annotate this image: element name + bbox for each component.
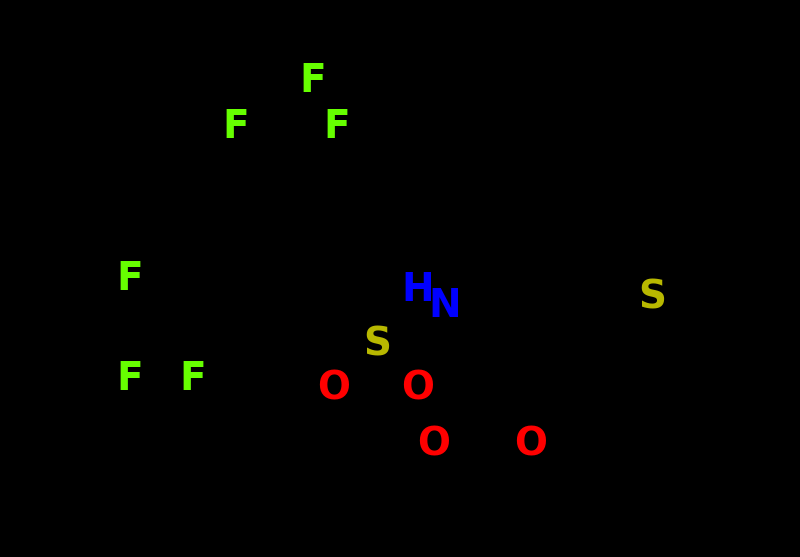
Text: O: O	[417, 425, 450, 463]
Text: S: S	[363, 325, 391, 363]
Text: F: F	[323, 108, 350, 146]
Text: H: H	[402, 271, 434, 309]
Text: F: F	[222, 108, 249, 146]
Text: S: S	[638, 279, 666, 317]
Text: F: F	[300, 62, 326, 100]
Text: F: F	[116, 260, 142, 297]
Text: O: O	[402, 370, 434, 408]
Text: O: O	[318, 370, 350, 408]
Text: O: O	[514, 425, 547, 463]
Text: F: F	[180, 360, 206, 398]
Text: N: N	[429, 286, 461, 325]
Text: F: F	[116, 360, 142, 398]
